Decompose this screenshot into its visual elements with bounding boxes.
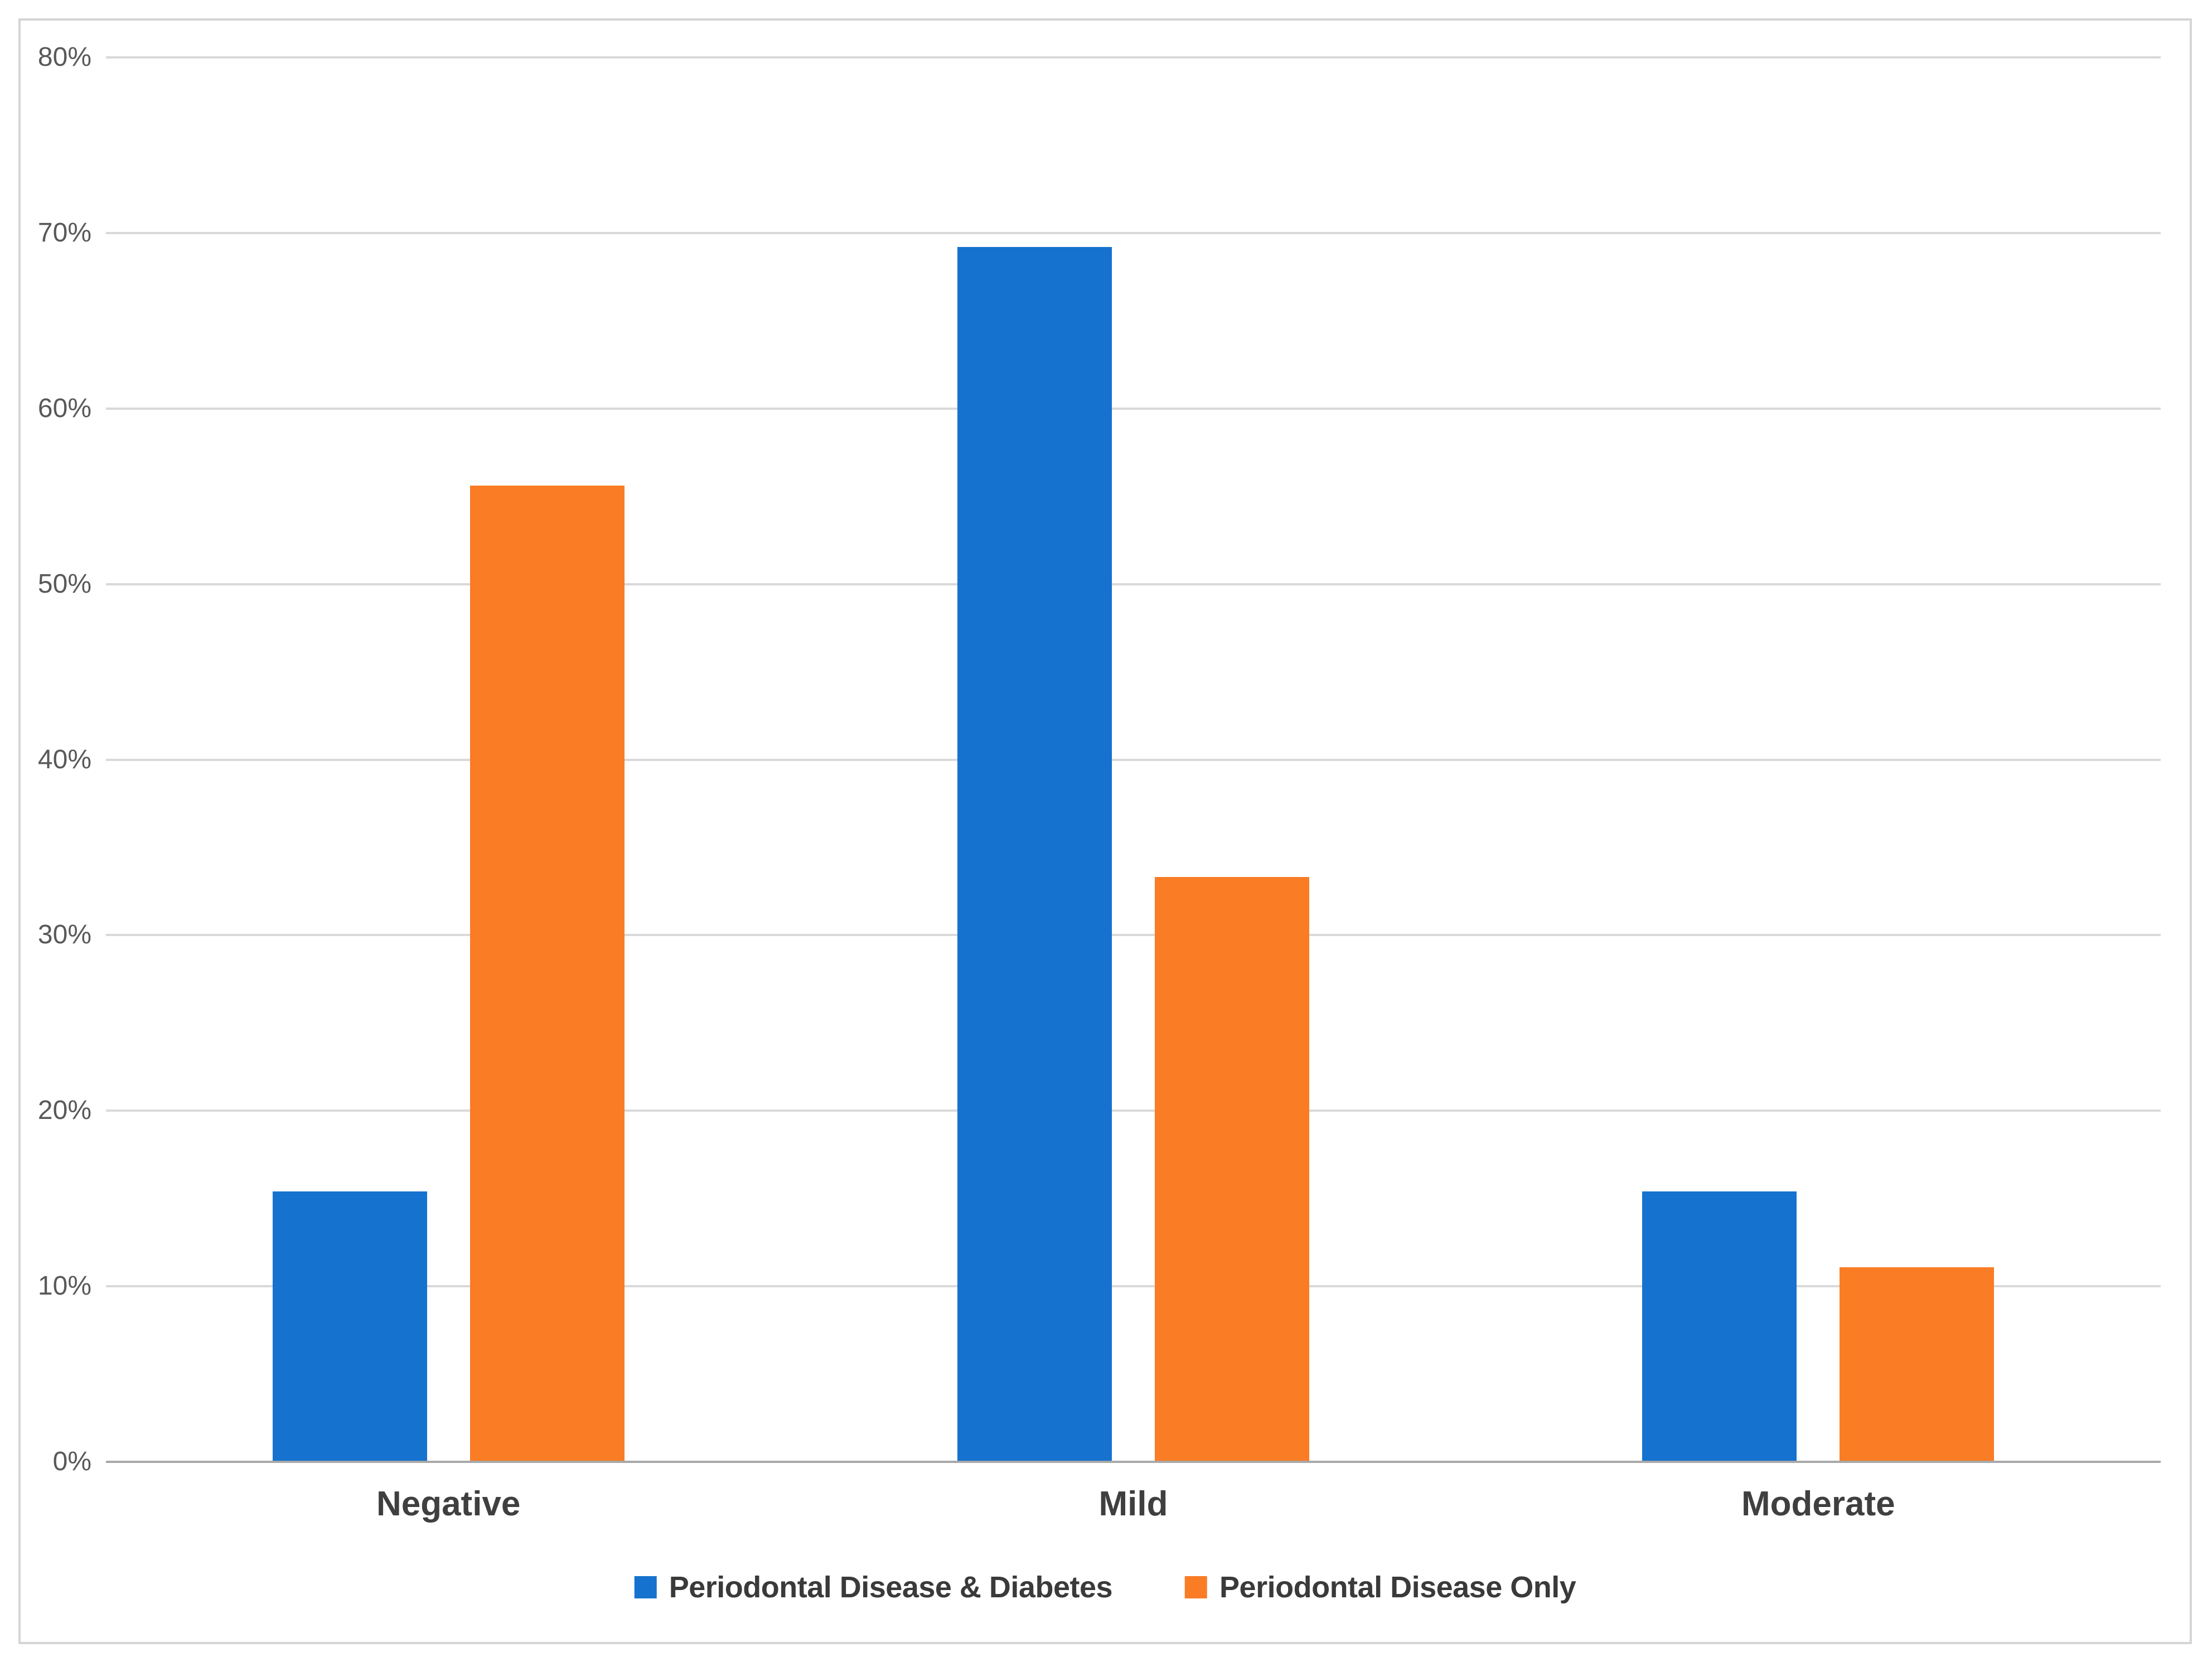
bar-moderate-series-1	[1642, 1191, 1797, 1462]
x-axis-category-labels: Negative Mild Moderate	[106, 1482, 2161, 1527]
y-tick-label: 40%	[37, 744, 91, 774]
gridline	[106, 231, 2161, 234]
legend-item: Periodontal Disease & Diabetes	[634, 1569, 1113, 1605]
x-category-label: Moderate	[1741, 1485, 1895, 1523]
bar-negative-series-2	[469, 486, 625, 1462]
gridline	[106, 1109, 2161, 1112]
bar-moderate-series-2	[1840, 1267, 1995, 1462]
legend-swatch-icon	[634, 1576, 657, 1598]
y-tick-label: 60%	[37, 393, 91, 423]
gridline	[106, 1285, 2161, 1288]
gridline	[106, 56, 2161, 59]
gridline	[106, 407, 2161, 410]
x-category-label: Negative	[376, 1485, 521, 1523]
bar-negative-series-1	[272, 1191, 427, 1462]
gridline	[106, 583, 2161, 585]
y-tick-label: 10%	[37, 1271, 91, 1301]
bar-mild-series-1	[957, 247, 1112, 1462]
y-tick-label: 0%	[52, 1447, 91, 1476]
plot-area: 80% 70% 60% 50% 40% 30% 20% 10% 0%	[38, 42, 2161, 1476]
chart-area: 80% 70% 60% 50% 40% 30% 20% 10% 0% Negative Mild M…	[18, 18, 2192, 1644]
y-tick-label: 80%	[37, 42, 91, 72]
legend-swatch-icon	[1185, 1576, 1208, 1598]
legend-item: Periodontal Disease Only	[1185, 1569, 1576, 1605]
y-tick-label: 30%	[37, 920, 91, 950]
gridline	[106, 758, 2161, 761]
legend-label: Periodontal Disease & Diabetes	[669, 1571, 1113, 1604]
legend-label: Periodontal Disease Only	[1219, 1571, 1576, 1604]
legend: Periodontal Disease & Diabetes Periodonta…	[634, 1569, 1576, 1605]
y-tick-label: 50%	[37, 569, 91, 599]
gridline	[106, 934, 2161, 937]
y-tick-label: 20%	[37, 1096, 91, 1126]
x-axis-line	[106, 1461, 2161, 1463]
bar-mild-series-2	[1154, 877, 1309, 1462]
y-tick-label: 70%	[37, 217, 91, 248]
x-category-label: Mild	[1098, 1485, 1168, 1523]
